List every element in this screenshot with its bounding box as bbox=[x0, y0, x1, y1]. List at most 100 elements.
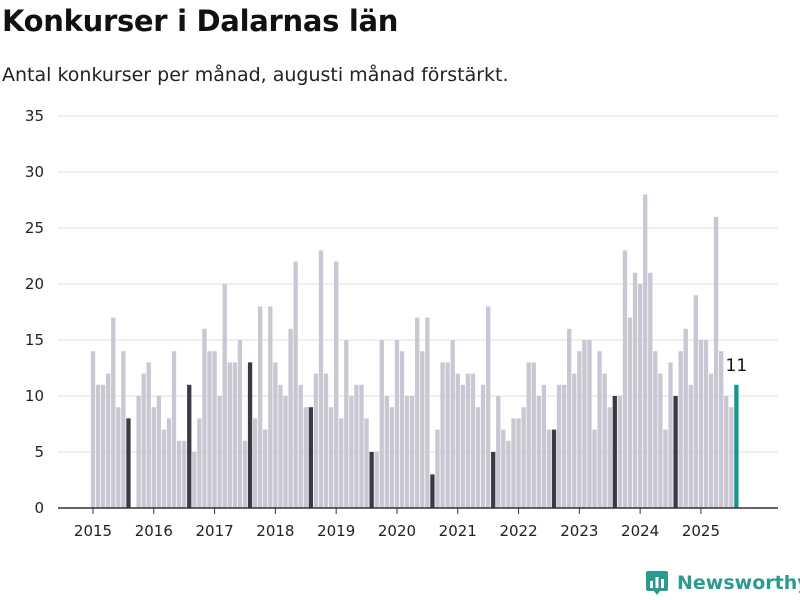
bar bbox=[486, 306, 491, 508]
bar bbox=[95, 384, 101, 508]
bar bbox=[597, 351, 602, 508]
bar bbox=[465, 373, 471, 508]
bar bbox=[187, 384, 192, 508]
bar bbox=[288, 328, 293, 508]
bar bbox=[668, 362, 673, 508]
bar bbox=[313, 373, 319, 508]
bar bbox=[708, 373, 714, 508]
bar bbox=[318, 250, 324, 508]
bar bbox=[121, 351, 126, 508]
bar bbox=[394, 340, 400, 508]
y-tick-label: 20 bbox=[25, 275, 44, 293]
brand-name: Newsworthy bbox=[677, 572, 800, 594]
bar bbox=[116, 407, 121, 508]
bar bbox=[643, 194, 648, 508]
bar bbox=[627, 317, 633, 508]
bar bbox=[435, 429, 440, 508]
bar bbox=[182, 440, 187, 508]
bar bbox=[293, 261, 298, 508]
bar bbox=[369, 452, 374, 508]
bar bbox=[445, 362, 450, 508]
x-tick-label: 2015 bbox=[74, 522, 112, 540]
bar bbox=[688, 384, 693, 508]
x-tick-label: 2022 bbox=[499, 522, 537, 540]
bar bbox=[480, 384, 486, 508]
bar bbox=[526, 362, 531, 508]
y-tick-label: 0 bbox=[34, 499, 44, 517]
chart-title: Konkurser i Dalarnas län bbox=[2, 4, 399, 38]
bar bbox=[328, 407, 334, 508]
bar bbox=[111, 317, 116, 508]
bar bbox=[612, 396, 617, 508]
bar bbox=[303, 407, 308, 508]
y-tick-label: 30 bbox=[25, 163, 44, 181]
bar bbox=[217, 396, 222, 508]
x-tick-label: 2023 bbox=[560, 522, 598, 540]
bar bbox=[161, 429, 167, 508]
bar bbox=[334, 261, 339, 508]
bar bbox=[425, 317, 430, 508]
bar bbox=[622, 250, 628, 508]
bar bbox=[561, 384, 567, 508]
bar bbox=[420, 351, 425, 508]
bar bbox=[577, 351, 582, 508]
bar bbox=[551, 429, 557, 508]
bar bbox=[703, 340, 709, 508]
bar bbox=[430, 474, 435, 508]
bar bbox=[440, 362, 445, 508]
bar bbox=[693, 295, 698, 508]
bar bbox=[100, 384, 106, 508]
latest-value-label: 11 bbox=[726, 356, 748, 376]
newsworthy-logo-icon bbox=[646, 571, 668, 595]
newsworthy-brand[interactable]: Newsworthy bbox=[645, 570, 800, 596]
bar bbox=[673, 396, 678, 508]
bar bbox=[344, 340, 349, 508]
bar bbox=[541, 384, 547, 508]
bar bbox=[283, 396, 288, 508]
bar bbox=[470, 373, 476, 508]
bar bbox=[374, 452, 379, 508]
x-tick-label: 2018 bbox=[256, 522, 294, 540]
bar bbox=[258, 306, 263, 508]
axes: 2015 2016 2017 2018 2019 2020 2021 2022 2023 2024… bbox=[58, 507, 778, 540]
bar bbox=[713, 216, 719, 509]
bar bbox=[263, 429, 268, 508]
bar bbox=[273, 362, 278, 508]
x-tick-label: 2017 bbox=[195, 522, 233, 540]
bar bbox=[729, 407, 734, 508]
y-tick-label: 35 bbox=[25, 107, 44, 125]
bar bbox=[237, 340, 243, 508]
bar bbox=[632, 272, 638, 508]
chart-subtitle: Antal konkurser per månad, augusti månad… bbox=[2, 64, 509, 86]
bar bbox=[349, 396, 354, 508]
bar bbox=[227, 362, 232, 508]
bar bbox=[410, 396, 415, 508]
bar bbox=[602, 373, 607, 508]
bar bbox=[197, 418, 202, 508]
y-tick-label: 25 bbox=[25, 219, 44, 237]
bar bbox=[207, 351, 212, 508]
bar bbox=[698, 340, 704, 508]
bar bbox=[556, 384, 562, 508]
bar bbox=[607, 407, 612, 508]
bar bbox=[683, 328, 688, 508]
bar bbox=[648, 272, 653, 508]
bar bbox=[141, 373, 146, 508]
x-tick-label: 2020 bbox=[378, 522, 416, 540]
y-tick-label: 5 bbox=[34, 443, 44, 461]
x-tick-label: 2019 bbox=[317, 522, 355, 540]
x-tick-label: 2024 bbox=[621, 522, 659, 540]
bar bbox=[521, 407, 526, 508]
bar bbox=[151, 407, 156, 508]
bars: 11 bbox=[90, 194, 748, 509]
bar bbox=[176, 440, 182, 508]
bar bbox=[389, 407, 395, 508]
bar bbox=[298, 384, 303, 508]
bar bbox=[247, 362, 253, 508]
bar bbox=[506, 440, 511, 508]
bar bbox=[323, 373, 329, 508]
bar bbox=[192, 452, 197, 508]
bar bbox=[136, 396, 141, 508]
bar bbox=[587, 340, 592, 508]
bar bbox=[339, 418, 344, 508]
